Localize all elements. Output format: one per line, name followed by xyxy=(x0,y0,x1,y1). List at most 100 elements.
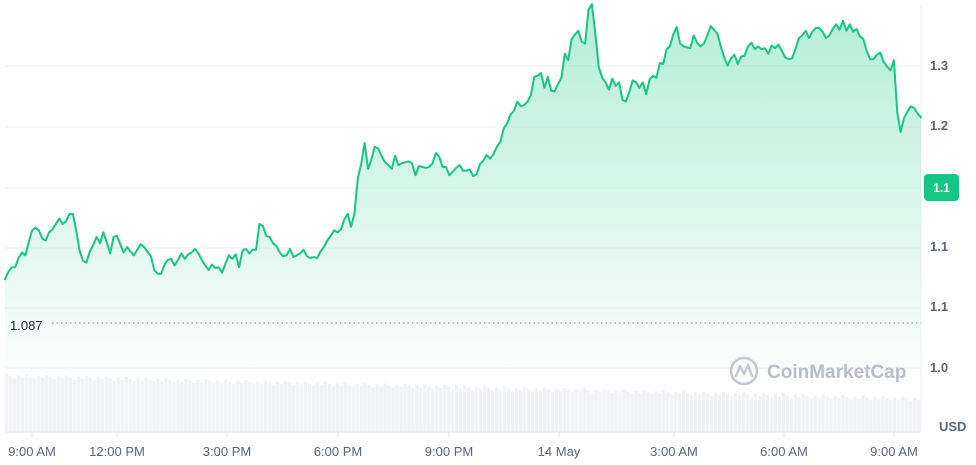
volume-bar xyxy=(713,392,718,432)
volume-bar xyxy=(654,391,658,432)
currency-label: USD xyxy=(939,419,966,434)
volume-bar xyxy=(84,376,89,432)
volume-bar xyxy=(423,384,427,432)
volume-bar xyxy=(399,386,403,432)
volume-bar xyxy=(658,393,662,432)
volume-bar xyxy=(116,377,120,432)
volume-bar xyxy=(343,382,347,432)
price-area-fill xyxy=(5,4,921,372)
volume-bar xyxy=(403,384,407,432)
volume-bar xyxy=(841,395,845,432)
volume-bar xyxy=(578,391,582,432)
volume-bar xyxy=(809,398,813,432)
volume-bar xyxy=(733,393,738,432)
volume-bar xyxy=(13,378,17,432)
volume-bar xyxy=(16,375,21,432)
volume-bar xyxy=(482,386,487,432)
volume-bar xyxy=(741,392,746,432)
volume-bar xyxy=(427,386,431,432)
volume-bar xyxy=(837,397,841,432)
volume-bar xyxy=(498,389,503,432)
volume-bar xyxy=(244,380,248,432)
volume-bar xyxy=(478,388,483,432)
y-tick-label: 1.2 xyxy=(930,118,948,133)
volume-bar xyxy=(666,392,670,432)
y-tick-label: 1.1 xyxy=(930,299,948,314)
volume-bar xyxy=(917,399,921,432)
volume-bar xyxy=(682,391,686,432)
volume-bar xyxy=(606,391,610,432)
volume-bar xyxy=(526,389,531,432)
volume-bar xyxy=(913,397,917,432)
volume-bar xyxy=(267,382,272,432)
volume-bar xyxy=(873,396,877,432)
volume-bar xyxy=(642,390,646,432)
volume-bar xyxy=(610,393,614,432)
volume-bar xyxy=(463,385,467,432)
volume-bar xyxy=(200,381,204,432)
volume-bar xyxy=(618,392,622,432)
volume-bar xyxy=(76,376,81,432)
volume-bar xyxy=(849,399,853,432)
volume-bar xyxy=(371,387,375,432)
volume-bar xyxy=(853,396,857,432)
volume-bar xyxy=(510,390,515,432)
volume-bar xyxy=(60,378,65,432)
volume-bar xyxy=(140,380,144,432)
volume-bar xyxy=(761,393,766,432)
volume-bar xyxy=(817,397,821,432)
volume-bar xyxy=(208,381,212,432)
volume-bar xyxy=(168,380,172,432)
volume-bar xyxy=(797,396,801,432)
volume-bar xyxy=(228,381,232,432)
current-price-badge-label: 1.1 xyxy=(933,181,950,195)
x-tick-label: 6:00 AM xyxy=(760,444,808,459)
volume-bar xyxy=(255,381,260,432)
volume-bar xyxy=(375,384,379,432)
volume-bar xyxy=(506,388,511,432)
volume-bar xyxy=(494,387,499,432)
volume-bar xyxy=(224,379,228,432)
volume-bar xyxy=(411,388,415,432)
volume-bar xyxy=(502,386,507,432)
volume-bar xyxy=(24,374,29,432)
volume-bar xyxy=(451,389,455,432)
volume-bar xyxy=(570,392,574,432)
volume-bar xyxy=(538,390,543,432)
volume-bar xyxy=(698,394,702,432)
volume-bar xyxy=(279,383,284,432)
volume-bar xyxy=(204,379,208,432)
volume-bar xyxy=(415,385,419,432)
x-tick-label: 9:00 PM xyxy=(425,444,473,459)
x-tick-label: 3:00 AM xyxy=(650,444,698,459)
volume-bar xyxy=(522,387,527,432)
volume-bar xyxy=(905,398,909,432)
volume-bar xyxy=(447,387,451,432)
volume-bar xyxy=(558,390,562,432)
volume-bar xyxy=(749,396,754,432)
volume-bar xyxy=(753,393,758,432)
volume-bar xyxy=(259,383,264,432)
volume-bar xyxy=(72,379,77,432)
volume-bar xyxy=(602,389,606,432)
volume-bar xyxy=(694,392,698,432)
volume-bar xyxy=(144,377,148,432)
volume-bar xyxy=(690,395,694,432)
volume-bar xyxy=(678,393,682,432)
volume-bar xyxy=(283,381,288,432)
volume-bar xyxy=(184,378,188,432)
volume-bar xyxy=(339,385,343,432)
volume-bar xyxy=(542,387,547,432)
volume-bar xyxy=(232,383,236,432)
x-tick-label: 9:00 AM xyxy=(870,444,918,459)
volume-bar xyxy=(486,388,491,432)
coinmarketcap-watermark: CoinMarketCap xyxy=(729,356,906,386)
volume-bar xyxy=(247,382,252,432)
volume-bar xyxy=(311,385,316,432)
volume-bar xyxy=(586,390,590,432)
volume-bar xyxy=(793,394,797,432)
volume-bar xyxy=(419,387,423,432)
volume-bar xyxy=(136,378,140,432)
